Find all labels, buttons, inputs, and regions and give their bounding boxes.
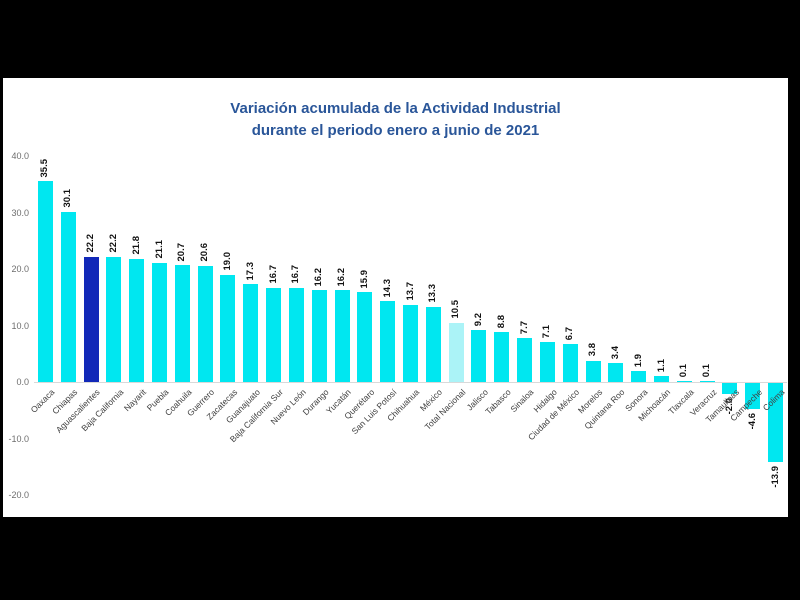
bar-coahuila [174, 265, 190, 382]
value-label: -13.9 [769, 465, 781, 488]
y-tick-label: 20.0 [11, 264, 29, 274]
value-label: 16.7 [267, 265, 279, 284]
value-label: 7.7 [518, 321, 530, 335]
y-tick-label: -20.0 [8, 490, 29, 500]
bar-baja-california-sur [266, 287, 282, 382]
bar-jalisco [471, 330, 487, 382]
value-label: 22.2 [107, 234, 119, 253]
value-label: 16.7 [290, 265, 302, 284]
category-label: Sinaloa [508, 387, 536, 415]
value-label: 16.2 [313, 267, 325, 287]
value-label: 7.1 [541, 324, 553, 338]
bar-puebla [152, 262, 167, 382]
value-label: 1.1 [655, 358, 667, 372]
y-tick-label: -10.0 [8, 433, 29, 444]
bar-hidalgo [539, 341, 555, 382]
value-label: -4.6 [746, 412, 758, 430]
bar-total-nacional [448, 322, 464, 382]
bar-san-luis-potosí [380, 301, 396, 382]
bar-guanajuato [243, 284, 259, 382]
value-label: 8.8 [495, 315, 507, 329]
chart-title-line2: durante el periodo enero a junio de 2021 [251, 122, 540, 139]
bar-sinaloa [517, 338, 533, 382]
bar-baja-california [106, 256, 122, 382]
value-label: 15.9 [358, 269, 370, 289]
value-label: 22.2 [85, 234, 97, 253]
value-label: 13.3 [427, 284, 439, 303]
bar-chiapas [60, 211, 76, 382]
bar-quintana-roo [608, 362, 624, 382]
value-label: 3.8 [587, 343, 599, 357]
value-label: 19.0 [221, 252, 233, 271]
bar-nayarit [129, 258, 145, 382]
value-label: 30.1 [62, 189, 74, 208]
value-label: 3.4 [609, 345, 621, 359]
bar-guerrero [197, 265, 213, 382]
bar-veracruz [699, 381, 715, 382]
value-label: 14.3 [381, 278, 393, 298]
bar-chihuahua [403, 304, 418, 382]
bar-zacatecas [220, 274, 236, 382]
value-label: 0.1 [678, 364, 690, 378]
bar-tlaxcala [676, 381, 692, 382]
x-axis-line [34, 382, 787, 383]
value-label: 21.8 [130, 236, 142, 255]
bar-sonora [631, 371, 647, 382]
value-label: 1.9 [632, 354, 644, 368]
chart-canvas: Variación acumulada de la Actividad Indu… [3, 78, 788, 517]
plot-area: 35.5 Oaxaca 30.1 Chiapas 22.2 Aguascalientes 2… [29, 78, 787, 517]
value-label: 13.7 [404, 282, 416, 301]
value-label: 20.7 [176, 242, 188, 262]
chart-title-line1: Variación acumulada de la Actividad Indu… [230, 100, 561, 117]
y-tick-label: 30.0 [11, 207, 29, 218]
bar-aguascalientes [83, 256, 99, 382]
bar-morelos [585, 360, 601, 382]
value-label: 0.1 [701, 364, 713, 378]
bar-michoacán [654, 375, 669, 382]
bar-oaxaca [37, 181, 53, 382]
bar-campeche [745, 383, 761, 409]
y-tick-label: 40.0 [11, 151, 29, 161]
bar-querétaro [357, 292, 373, 382]
value-label: 9.2 [472, 312, 484, 327]
y-tick-label: 0.0 [16, 377, 29, 387]
value-label: 20.6 [199, 243, 211, 262]
bar-nuevo-león [288, 287, 304, 382]
value-label: 10.5 [450, 300, 462, 319]
value-label: 6.7 [564, 326, 576, 341]
bar-tabasco [494, 332, 510, 382]
bar-tamaulipas [722, 383, 738, 395]
y-tick-label: 10.0 [11, 320, 29, 331]
chart-title: Variación acumulada de la Actividad Indu… [3, 98, 788, 142]
value-label: 21.1 [153, 240, 165, 259]
bar-durango [311, 290, 327, 382]
bar-colima [768, 383, 784, 462]
bar-méxico [425, 306, 441, 382]
bar-ciudad-de-méxico [562, 344, 578, 382]
value-label: 17.3 [244, 261, 256, 281]
bar-yucatán [334, 290, 350, 382]
value-label: 16.2 [336, 267, 348, 287]
category-label: Nayarit [121, 387, 148, 414]
value-label: 35.5 [39, 158, 51, 178]
